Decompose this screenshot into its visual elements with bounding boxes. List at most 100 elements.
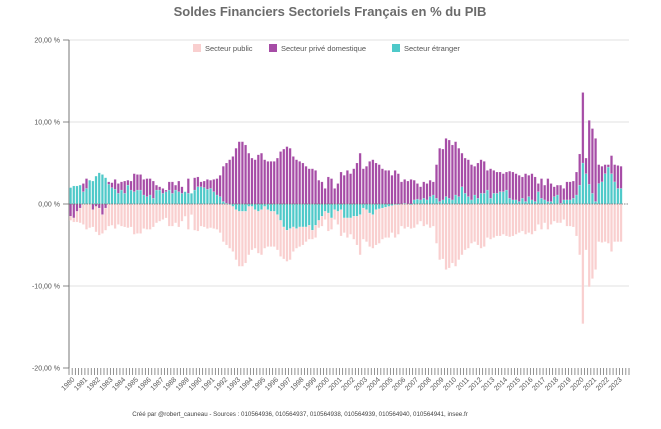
bar-secteur-etranger [161, 193, 165, 205]
legend-swatch [269, 44, 277, 52]
bar-secteur-public [120, 203, 123, 227]
bar-secteur-etranger [505, 189, 508, 205]
bar-secteur-public [129, 203, 133, 228]
bar-secteur-public [266, 209, 270, 247]
bar-secteur-public [190, 203, 193, 215]
x-tick-label: 2016 [519, 376, 535, 392]
bar-secteur-etranger [145, 196, 149, 205]
bar-secteur-public [597, 203, 601, 242]
legend-item-secteur-prive[interactable]: Secteur privé domestique [269, 44, 366, 53]
bar-secteur-prive [447, 139, 451, 199]
bar-secteur-prive [603, 164, 607, 174]
bar-secteur-etranger [231, 203, 235, 207]
bar-secteur-prive [167, 181, 171, 191]
bar-secteur-prive [295, 159, 298, 205]
bar-secteur-public [101, 214, 104, 234]
bar-secteur-public [479, 203, 483, 249]
bar-secteur-etranger [562, 199, 566, 205]
bar-secteur-public [75, 211, 79, 223]
bar-secteur-etranger [75, 185, 79, 205]
bar-secteur-etranger [288, 203, 292, 229]
bar-secteur-public [559, 203, 562, 224]
bar-secteur-prive [406, 180, 410, 205]
bar-secteur-prive [393, 170, 397, 205]
bar-secteur-etranger [581, 162, 585, 205]
bar-secteur-prive [425, 183, 429, 201]
bar-secteur-prive [457, 148, 461, 197]
bar-secteur-etranger [543, 199, 547, 205]
legend-item-secteur-public[interactable]: Secteur public [193, 44, 253, 53]
bar-secteur-etranger [295, 203, 298, 229]
bar-secteur-prive [431, 181, 435, 196]
x-tick-label: 2017 [531, 376, 547, 392]
bar-secteur-etranger [330, 203, 333, 219]
bar-secteur-prive [161, 188, 165, 194]
bar-secteur-prive [581, 92, 585, 164]
bar-secteur-prive [412, 180, 416, 201]
bar-secteur-public [186, 203, 190, 230]
bar-secteur-public [202, 203, 206, 228]
bar-secteur-etranger [352, 203, 356, 217]
bar-secteur-public [384, 207, 387, 238]
bar-secteur-public [301, 226, 305, 246]
bar-secteur-etranger [333, 203, 337, 210]
bar-secteur-etranger [282, 203, 286, 228]
bar-secteur-public [610, 203, 613, 252]
bar-secteur-prive [193, 177, 197, 191]
bar-secteur-public [323, 211, 327, 220]
bar-secteur-prive [269, 161, 273, 205]
bar-secteur-etranger [241, 203, 244, 212]
bar-secteur-etranger [212, 191, 216, 205]
bar-secteur-public [247, 206, 251, 256]
bar-secteur-prive [591, 128, 594, 194]
bar-secteur-public [438, 203, 442, 260]
bar-secteur-etranger [311, 203, 314, 231]
bar-secteur-etranger [594, 201, 597, 205]
bar-secteur-prive [145, 178, 149, 197]
bar-secteur-etranger [479, 193, 483, 205]
bar-secteur-etranger [549, 201, 553, 205]
bar-secteur-public [326, 212, 330, 232]
bar-secteur-etranger [202, 187, 206, 205]
bar-secteur-etranger [85, 188, 88, 205]
bar-secteur-public [416, 203, 419, 225]
bar-secteur-etranger [174, 189, 177, 205]
legend-swatch [392, 44, 400, 52]
x-tick-label: 2013 [480, 376, 496, 392]
bar-secteur-etranger [441, 199, 445, 205]
bar-secteur-public [85, 203, 88, 230]
bar-secteur-etranger [575, 194, 578, 205]
bar-secteur-etranger [72, 185, 76, 205]
bar-secteur-etranger [186, 193, 190, 205]
bar-secteur-public [562, 203, 566, 220]
bar-secteur-prive [151, 180, 155, 199]
bar-secteur-public [307, 225, 311, 240]
bar-secteur-etranger [183, 191, 187, 205]
bar-secteur-etranger [521, 198, 524, 205]
bar-secteur-etranger [266, 203, 270, 210]
bar-secteur-prive [540, 178, 543, 199]
bar-secteur-public [151, 203, 155, 228]
bar-secteur-public [349, 217, 352, 235]
bar-secteur-prive [199, 181, 203, 187]
bar-secteur-public [113, 203, 117, 229]
bar-secteur-public [600, 203, 604, 243]
bar-secteur-prive [104, 203, 107, 209]
bar-secteur-public [409, 204, 413, 229]
bar-secteur-prive [400, 181, 403, 205]
bar-secteur-public [425, 203, 429, 225]
legend-item-secteur-etranger[interactable]: Secteur étranger [392, 44, 460, 53]
bar-secteur-prive [444, 138, 448, 197]
x-tick-label: 1999 [302, 376, 318, 392]
bar-secteur-etranger [218, 196, 222, 205]
bar-secteur-etranger [221, 201, 225, 205]
bar-secteur-public [463, 203, 467, 251]
bar-secteur-public [358, 214, 362, 256]
bar-secteur-prive [606, 164, 610, 168]
bar-secteur-public [279, 220, 282, 257]
bar-secteur-etranger [196, 186, 200, 205]
gridlines [69, 39, 629, 287]
bar-secteur-public [314, 225, 317, 238]
y-tick-label: 10,00 % [34, 120, 60, 127]
bar-secteur-etranger [365, 203, 368, 210]
